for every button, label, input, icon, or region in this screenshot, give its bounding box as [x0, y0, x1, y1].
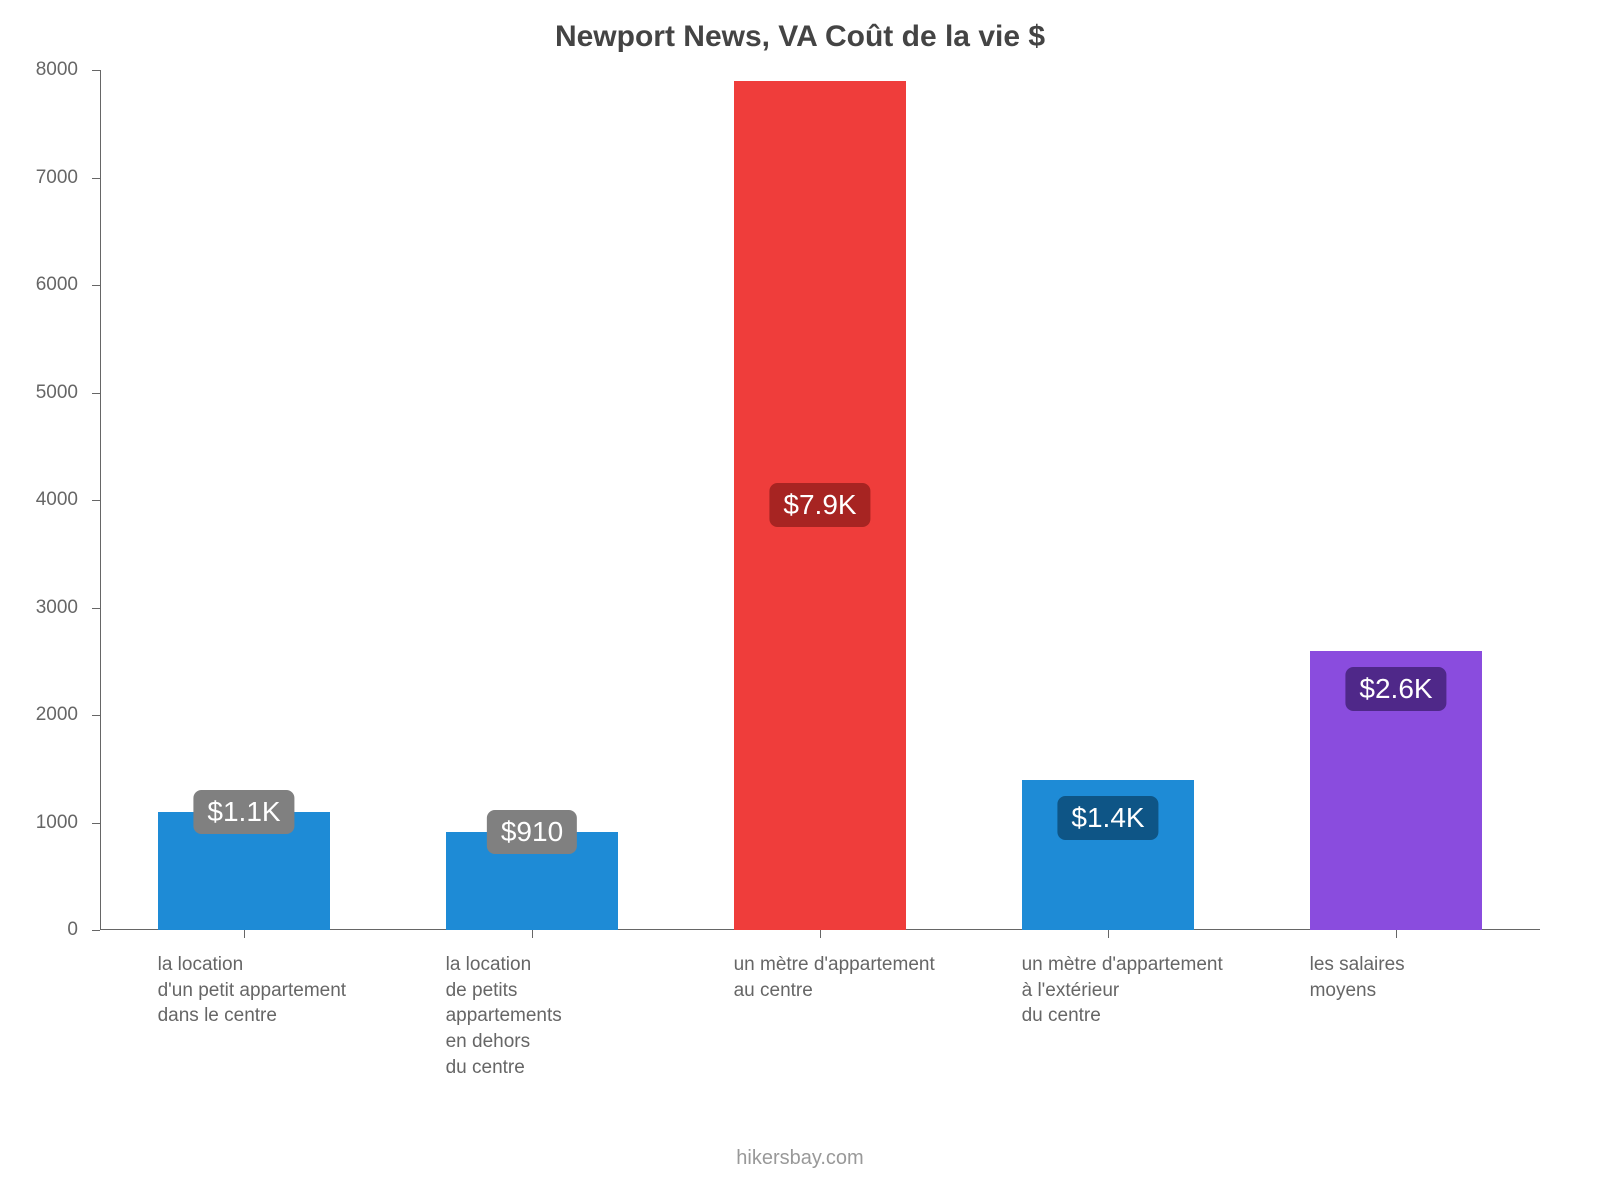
x-tick [244, 930, 245, 938]
value-badge: $2.6K [1345, 667, 1446, 711]
y-tick-label: 4000 [0, 489, 78, 511]
x-tick-label: un mètre d'appartement à l'extérieur du … [1022, 952, 1296, 1029]
y-tick-label: 2000 [0, 704, 78, 726]
y-tick-label: 1000 [0, 812, 78, 834]
chart-footer: hikersbay.com [0, 1147, 1600, 1170]
y-tick [92, 178, 100, 179]
x-tick [820, 930, 821, 938]
x-tick-label: la location de petits appartements en de… [446, 952, 720, 1080]
x-tick [1396, 930, 1397, 938]
value-badge: $1.4K [1057, 796, 1158, 840]
y-tick [92, 715, 100, 716]
y-tick [92, 70, 100, 71]
chart-title: Newport News, VA Coût de la vie $ [0, 20, 1600, 54]
y-tick-label: 0 [0, 919, 78, 941]
x-tick [1108, 930, 1109, 938]
y-tick [92, 823, 100, 824]
y-tick [92, 285, 100, 286]
x-tick-label: les salaires moyens [1310, 952, 1584, 1003]
plot-area: 010002000300040005000600070008000$1.1Kla… [100, 70, 1540, 930]
y-tick [92, 930, 100, 931]
y-tick-label: 3000 [0, 597, 78, 619]
y-tick-label: 7000 [0, 167, 78, 189]
x-tick-label: la location d'un petit appartement dans … [158, 952, 432, 1029]
y-tick-label: 8000 [0, 59, 78, 81]
value-badge: $910 [487, 810, 577, 854]
value-badge: $1.1K [193, 790, 294, 834]
y-tick [92, 500, 100, 501]
y-tick-label: 6000 [0, 274, 78, 296]
y-axis-line [100, 70, 101, 930]
chart-container: Newport News, VA Coût de la vie $ 010002… [0, 0, 1600, 1200]
y-tick [92, 608, 100, 609]
x-tick-label: un mètre d'appartement au centre [734, 952, 1008, 1003]
value-badge: $7.9K [769, 483, 870, 527]
y-tick [92, 393, 100, 394]
x-tick [532, 930, 533, 938]
y-tick-label: 5000 [0, 382, 78, 404]
